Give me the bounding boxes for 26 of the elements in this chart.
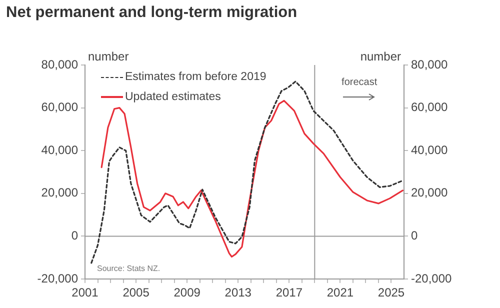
x-tick-label: 2017 — [276, 286, 303, 300]
legend-label: Updated estimates — [125, 91, 221, 103]
y-axis-title: number — [88, 49, 129, 64]
y2-tick-label: 60,000 — [411, 100, 448, 114]
y2-axis-title: number — [360, 49, 402, 64]
y2-tick-label: 20,000 — [411, 186, 448, 200]
ref-line-label: forecast — [342, 76, 378, 88]
y-tick-label: 80,000 — [41, 57, 78, 72]
x-tick-label: 2025 — [378, 286, 405, 300]
y-tick-label: -20,000 — [37, 271, 78, 286]
x-tick-label: 2009 — [174, 286, 201, 300]
y2-tick-label: 80,000 — [411, 57, 448, 72]
y-tick-label: 20,000 — [41, 186, 78, 200]
chart-title: Net permanent and long-term migration — [6, 4, 298, 22]
y2-tick-label: 40,000 — [411, 142, 448, 157]
annotation: Source: Stats NZ. — [97, 264, 160, 274]
y-tick-label: 0 — [71, 228, 78, 243]
x-tick-label: 2021 — [326, 286, 354, 300]
x-tick-label: 2013 — [224, 286, 252, 300]
y2-tick-label: -20,000 — [411, 271, 452, 286]
x-tick-label: 2001 — [72, 286, 99, 300]
y2-tick-label: 0 — [411, 228, 418, 243]
x-tick-label: 2005 — [122, 286, 150, 300]
legend-label: Estimates from before 2019 — [125, 71, 266, 83]
y-tick-label: 40,000 — [41, 142, 78, 157]
y-tick-label: 60,000 — [41, 100, 78, 114]
